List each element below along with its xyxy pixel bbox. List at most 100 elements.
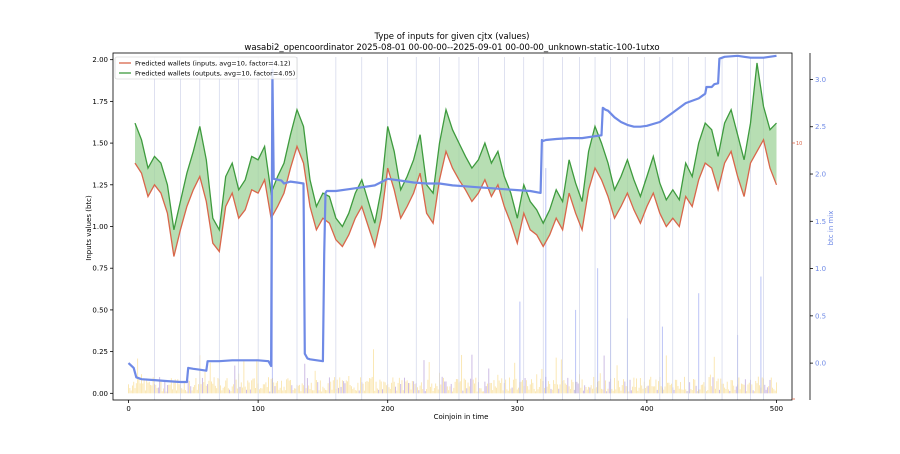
input-bar — [393, 381, 395, 394]
input-bar — [169, 384, 171, 394]
input-bar — [134, 388, 136, 394]
input-bar — [553, 380, 555, 394]
input-bar — [505, 379, 507, 394]
input-bar — [636, 378, 637, 394]
input-bar — [772, 387, 774, 394]
input-bar — [423, 360, 425, 394]
input-bar — [234, 365, 236, 394]
input-bar — [284, 390, 286, 394]
input-bar — [558, 388, 560, 394]
input-bar — [370, 378, 372, 394]
input-bar — [129, 387, 131, 394]
input-bar — [487, 383, 488, 394]
input-bar — [373, 349, 374, 394]
y-tick-label: 0.75 — [92, 265, 108, 273]
input-bar — [265, 382, 267, 394]
input-bar — [418, 390, 420, 394]
input-bar — [208, 380, 210, 394]
y-tick-label: 1.75 — [92, 98, 108, 106]
input-bar — [510, 388, 512, 394]
input-bar — [313, 390, 315, 394]
input-bar — [216, 388, 218, 394]
input-bar — [524, 378, 526, 394]
chart-subtitle: wasabi2_opencoordinator 2025-08-01 00-00… — [244, 43, 659, 53]
input-bar — [195, 378, 197, 394]
input-bar — [454, 381, 456, 394]
input-bar — [551, 389, 553, 394]
input-bar — [385, 385, 387, 394]
input-bar — [448, 390, 450, 394]
input-bar — [306, 378, 308, 394]
input-bar — [573, 389, 575, 394]
input-bar — [159, 377, 161, 394]
input-bar — [581, 379, 583, 394]
input-bar — [144, 390, 146, 394]
input-bar — [566, 384, 567, 394]
input-bar — [739, 389, 741, 394]
input-bar — [509, 377, 510, 394]
input-bar — [248, 382, 250, 394]
input-bar — [369, 378, 371, 394]
input-bar — [676, 379, 678, 394]
input-bar — [756, 383, 758, 394]
input-bar — [590, 385, 592, 394]
input-bar — [318, 390, 320, 394]
input-bar — [746, 391, 748, 394]
input-bar — [212, 383, 214, 394]
input-bar — [560, 359, 562, 394]
input-bar — [275, 382, 277, 394]
input-bar — [629, 379, 631, 394]
input-bar — [567, 377, 569, 394]
input-bar — [642, 388, 644, 394]
input-bar — [196, 389, 198, 394]
input-bar — [295, 388, 297, 394]
event-vertical-lines — [154, 57, 764, 400]
input-bar — [161, 391, 163, 394]
input-bar — [282, 390, 284, 394]
input-bar — [260, 388, 262, 394]
input-bar — [173, 381, 175, 394]
input-bar — [279, 387, 281, 394]
input-bar — [733, 385, 735, 394]
input-bar — [632, 386, 634, 394]
input-bar — [654, 386, 656, 394]
input-bar — [741, 383, 742, 394]
input-bar — [220, 385, 222, 394]
legend: Predicted wallets (inputs, avg=10, facto… — [114, 56, 298, 80]
input-bar — [713, 356, 715, 394]
input-bar — [522, 380, 523, 394]
input-bar — [480, 388, 482, 394]
input-bar — [633, 377, 635, 394]
x-tick-label: 100 — [251, 405, 264, 413]
input-bar — [411, 381, 413, 394]
input-bar — [593, 376, 595, 394]
input-bar — [398, 377, 400, 394]
input-bar — [178, 384, 180, 394]
input-bar — [686, 391, 688, 394]
input-bar — [463, 378, 465, 394]
input-bar — [693, 379, 694, 394]
input-bar — [340, 386, 342, 394]
input-bar — [414, 384, 416, 394]
input-bar — [138, 378, 140, 394]
input-bar — [612, 390, 614, 394]
input-bar — [160, 380, 162, 394]
input-bar — [611, 388, 613, 394]
input-bar — [305, 388, 307, 394]
input-bar — [148, 381, 150, 394]
input-bar — [538, 386, 540, 394]
input-bar — [652, 386, 654, 394]
input-bar — [606, 391, 608, 394]
input-bar — [706, 391, 707, 394]
input-bar — [397, 382, 399, 394]
input-bar — [470, 378, 472, 394]
input-bar — [334, 377, 336, 394]
input-bar — [191, 390, 193, 394]
input-bar — [426, 388, 428, 394]
input-bar — [433, 388, 435, 394]
input-bar — [156, 388, 158, 394]
y-tick-label: 1.25 — [92, 181, 108, 189]
input-bar — [183, 382, 185, 394]
